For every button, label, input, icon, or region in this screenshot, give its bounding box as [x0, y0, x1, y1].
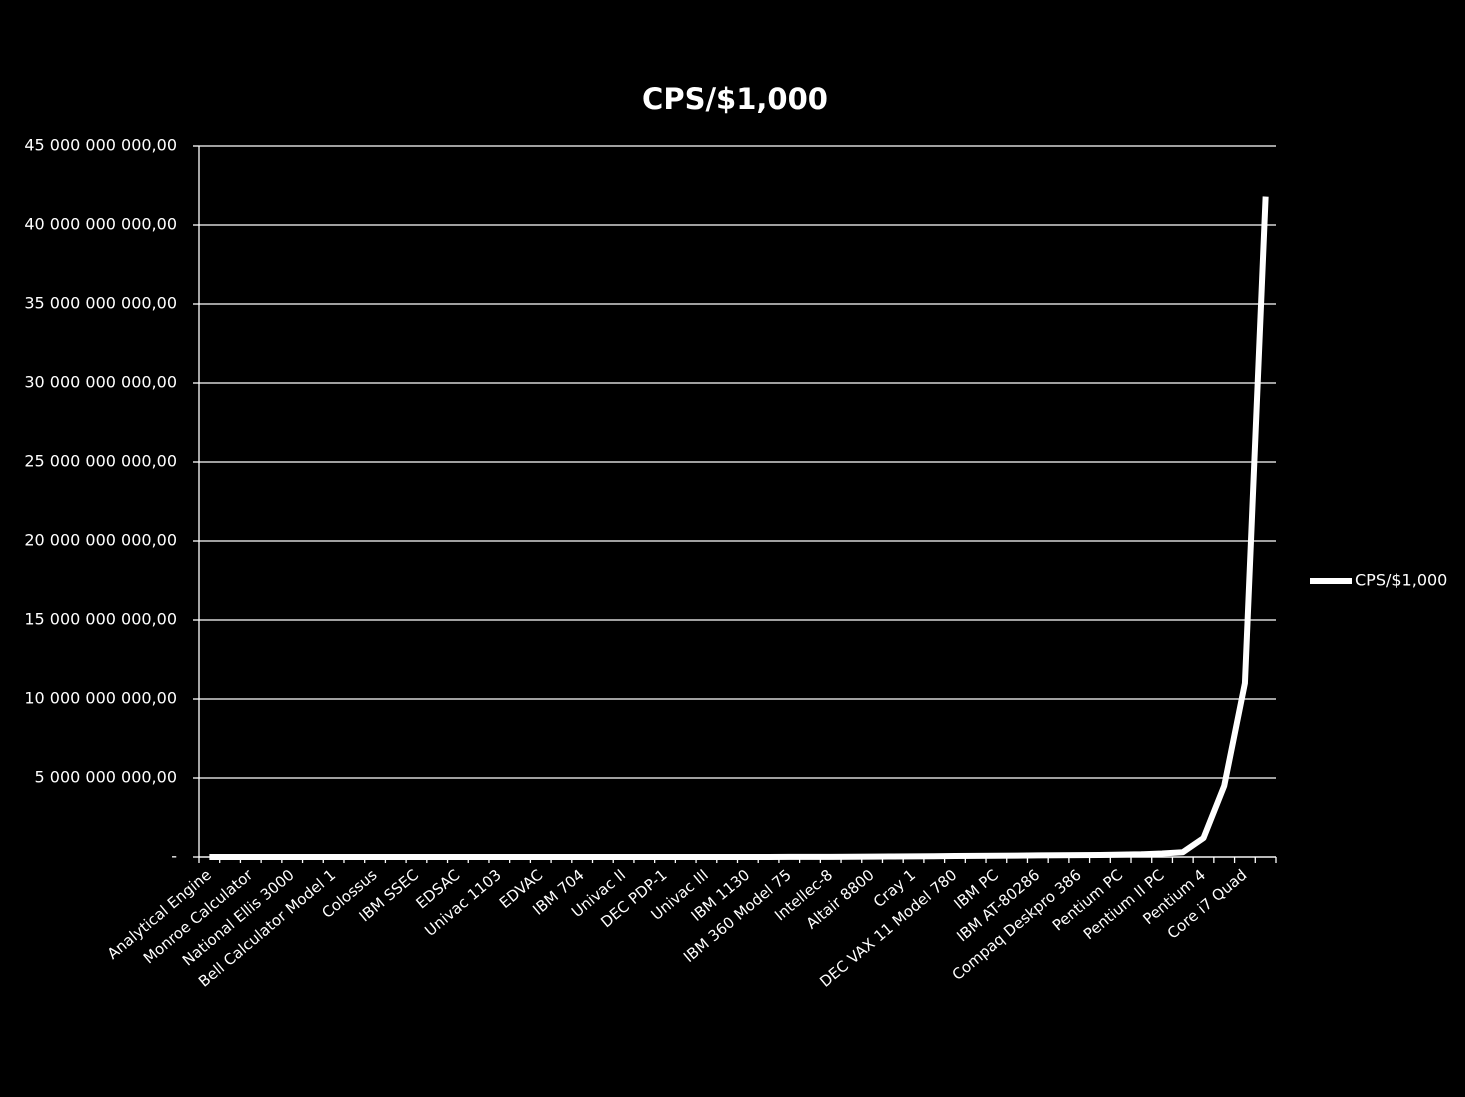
y-tick-label: 15 000 000 000,00: [24, 610, 177, 629]
y-tick-label: 40 000 000 000,00: [24, 215, 177, 234]
data-line: [209, 196, 1269, 860]
y-tick-label: -: [171, 847, 177, 866]
y-tick-label: 25 000 000 000,00: [24, 452, 177, 471]
y-tick-label: 5 000 000 000,00: [35, 768, 178, 787]
chart-title: CPS/$1,000: [642, 82, 828, 116]
y-tick-label: 20 000 000 000,00: [24, 531, 177, 550]
y-tick-label: 10 000 000 000,00: [24, 689, 177, 708]
y-tick-label: 45 000 000 000,00: [24, 136, 177, 155]
y-tick-label: 35 000 000 000,00: [24, 294, 177, 313]
legend-label: CPS/$1,000: [1355, 571, 1447, 590]
y-tick-label: 30 000 000 000,00: [24, 373, 177, 392]
